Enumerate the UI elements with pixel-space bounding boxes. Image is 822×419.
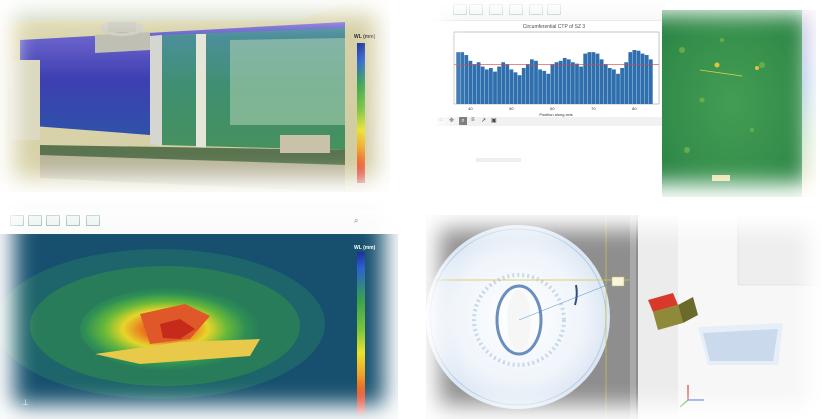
x-tick-label: 70: [591, 106, 596, 111]
chart-bar: [497, 66, 501, 104]
toolbar-tool-icon-3[interactable]: [489, 4, 503, 15]
chart-bar: [513, 72, 518, 104]
chart-bar: [464, 55, 469, 104]
panel-ctp-chart-window: Circumferential CTP of SZ 3 40 50 60 70 80 P…: [431, 0, 822, 197]
chart-bar: [546, 73, 551, 104]
chart-bar: [620, 68, 624, 104]
corrosion-heatmap: [0, 234, 398, 419]
chart-bar: [566, 59, 571, 104]
chart-bar: [599, 59, 604, 104]
wall-thickness-colorbar: [357, 43, 365, 183]
chart-bar: [542, 70, 547, 104]
search-icon[interactable]: ⌕: [354, 216, 359, 225]
chart-bar: [525, 64, 530, 104]
panel-pipe-3d-view: WL (mm): [0, 0, 390, 192]
toolbar-tool-icon-4[interactable]: [509, 4, 523, 15]
ribbon-button-icon-4[interactable]: [66, 215, 80, 226]
chart-title: Circumferential CTP of SZ 3: [523, 24, 586, 30]
chart-bar: [554, 62, 559, 104]
chart-bar: [509, 69, 514, 104]
scan-heatmap-image: [662, 10, 802, 197]
edit-curve-icon[interactable]: ↗: [481, 118, 487, 124]
ribbon-toolbar: ⌕: [0, 210, 398, 235]
console-output: [436, 128, 666, 188]
configure-icon[interactable]: ≡: [471, 117, 475, 123]
chart-bar: [575, 63, 579, 104]
chart-bar: [607, 68, 612, 104]
chart-bar: [489, 68, 493, 104]
zoom-icon[interactable]: ⌕: [459, 117, 467, 125]
chart-bar: [628, 52, 633, 104]
toolbar-tool-icon-5[interactable]: [529, 4, 543, 15]
chart-bar: [587, 52, 592, 104]
chart-bar: [571, 62, 575, 104]
chart-bar: [493, 71, 497, 104]
axis-triad-icon: ⊥: [22, 398, 29, 407]
chart-bar: [530, 59, 534, 104]
toolbar-tool-icon-2[interactable]: [469, 4, 483, 15]
x-tick-label: 60: [550, 106, 555, 111]
chart-bar: [538, 69, 542, 104]
panel-ct-viewer: [426, 215, 822, 419]
chart-bar: [616, 73, 620, 104]
colorbar-label: WL (mm): [354, 34, 376, 40]
ct-slice-view: [426, 215, 636, 419]
chart-bar: [579, 66, 583, 104]
chart-bar: [550, 64, 555, 104]
scan-side-strip: [802, 10, 816, 197]
chart-bar: [517, 75, 522, 104]
chart-bar: [583, 53, 588, 104]
chart-bar: [505, 64, 510, 104]
chart-bar: [456, 52, 460, 104]
home-icon[interactable]: ⌂: [439, 117, 443, 123]
pan-icon[interactable]: ✥: [449, 118, 455, 124]
chart-bar: [534, 60, 538, 104]
ribbon-button-icon-2[interactable]: [28, 215, 42, 226]
chart-bar: [460, 52, 465, 104]
corrosion-colorbar: [357, 252, 365, 414]
x-tick-label: 80: [632, 106, 637, 111]
toolbar-tool-icon-6[interactable]: [547, 4, 561, 15]
chart-bar: [468, 60, 473, 104]
ribbon-button-icon-3[interactable]: [46, 215, 60, 226]
chart-bar: [476, 62, 481, 104]
x-axis-label: Position along axis: [539, 112, 572, 117]
chart-bar: [484, 69, 489, 104]
chart-bar: [591, 52, 596, 104]
x-tick-label: 40: [468, 106, 473, 111]
chart-bar: [648, 59, 653, 104]
chart-bar: [603, 64, 608, 104]
chart-bar: [562, 57, 567, 104]
chart-bar: [501, 62, 506, 104]
chart-bar: [595, 53, 600, 104]
chart-bar: [632, 50, 637, 104]
chart-bar: [612, 69, 616, 104]
x-tick-label: 50: [509, 106, 514, 111]
chart-bar: [480, 66, 485, 104]
chart-bar: [636, 50, 641, 104]
chart-bar: [558, 60, 563, 104]
save-icon[interactable]: ▣: [491, 118, 497, 124]
part-3d-view: [638, 215, 822, 419]
colorbar-label: WL (mm): [354, 245, 376, 251]
chart-bar: [640, 53, 645, 104]
ctp-bar-chart: Circumferential CTP of SZ 3 40 50 60 70 80 P…: [453, 24, 660, 117]
chart-bar: [644, 55, 649, 104]
plot-nav-toolbar: ⌂ ✥ ⌕ ≡ ↗ ▣: [436, 117, 666, 126]
pipe-3d-render: [0, 0, 390, 192]
chart-toolbar: [431, 0, 666, 21]
ribbon-button-icon-1[interactable]: [10, 215, 24, 226]
toolbar-tool-icon-1[interactable]: [453, 4, 467, 15]
chart-bar: [472, 64, 477, 104]
chart-bar: [521, 68, 526, 104]
chart-bar: [624, 62, 629, 104]
panel-corrosion-map: ⌕ WL (mm) ⊥: [0, 200, 398, 419]
ribbon-button-icon-5[interactable]: [86, 215, 100, 226]
